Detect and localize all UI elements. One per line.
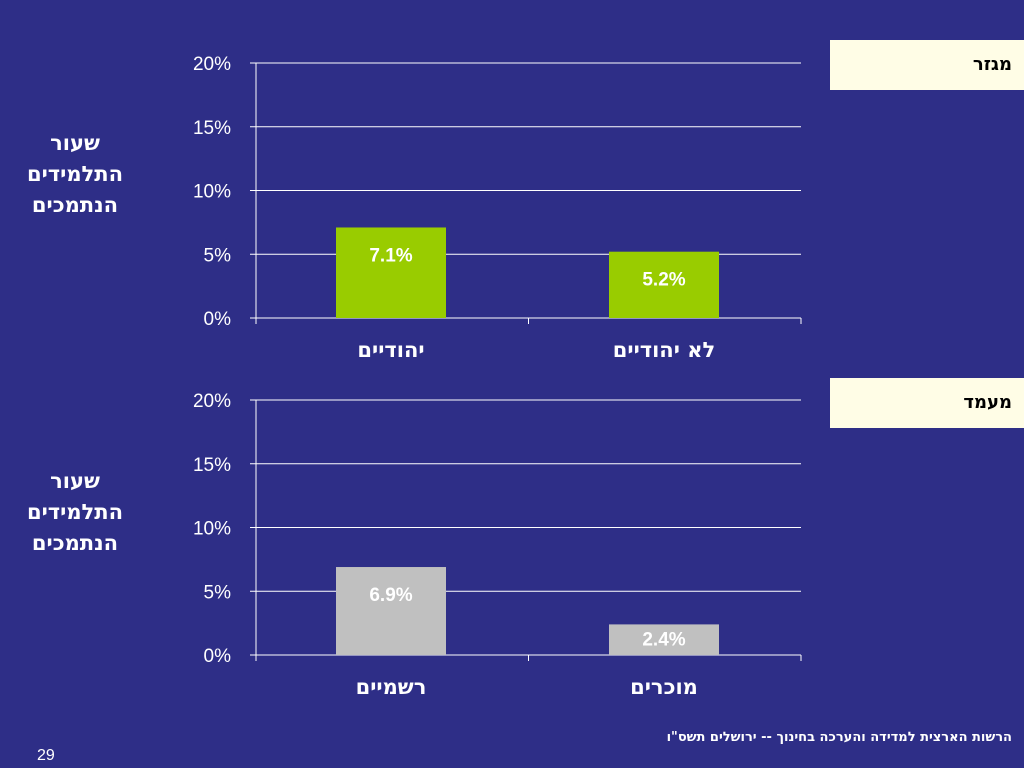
y-tick-label: 10% [193,182,231,203]
data-label: 6.9% [369,585,412,606]
category-label: יהודיים [357,338,424,362]
bar [336,567,446,655]
panel-ylabel-bottom: שעור התלמידים הנתמכים [26,469,123,555]
panel-tag-status: מעמד [830,378,1024,428]
footer-credit: הרשות הארצית למדידה והערכה בחינוך -- ירו… [666,730,1012,745]
category-label: מוכרים [630,675,698,699]
data-label: 5.2% [642,270,685,291]
category-label: לא יהודיים [613,338,715,362]
bar [609,251,719,318]
y-tick-label: 0% [204,646,232,667]
y-tick-label: 10% [193,519,231,540]
y-tick-label: 20% [193,54,231,75]
y-tick-label: 5% [204,582,232,603]
bar [336,227,446,318]
data-label: 7.1% [369,245,412,266]
panel-ylabel-top: שעור התלמידים הנתמכים [26,131,123,217]
panel-tag-sector: מגזר [830,40,1024,90]
y-tick-label: 15% [193,455,231,476]
y-tick-label: 15% [193,118,231,139]
y-tick-label: 0% [204,309,232,330]
data-label: 2.4% [642,629,685,650]
category-label: רשמיים [356,675,427,699]
y-tick-label: 5% [204,245,232,266]
page-number: 29 [37,747,55,764]
y-tick-label: 20% [193,391,231,412]
bar [609,624,719,655]
